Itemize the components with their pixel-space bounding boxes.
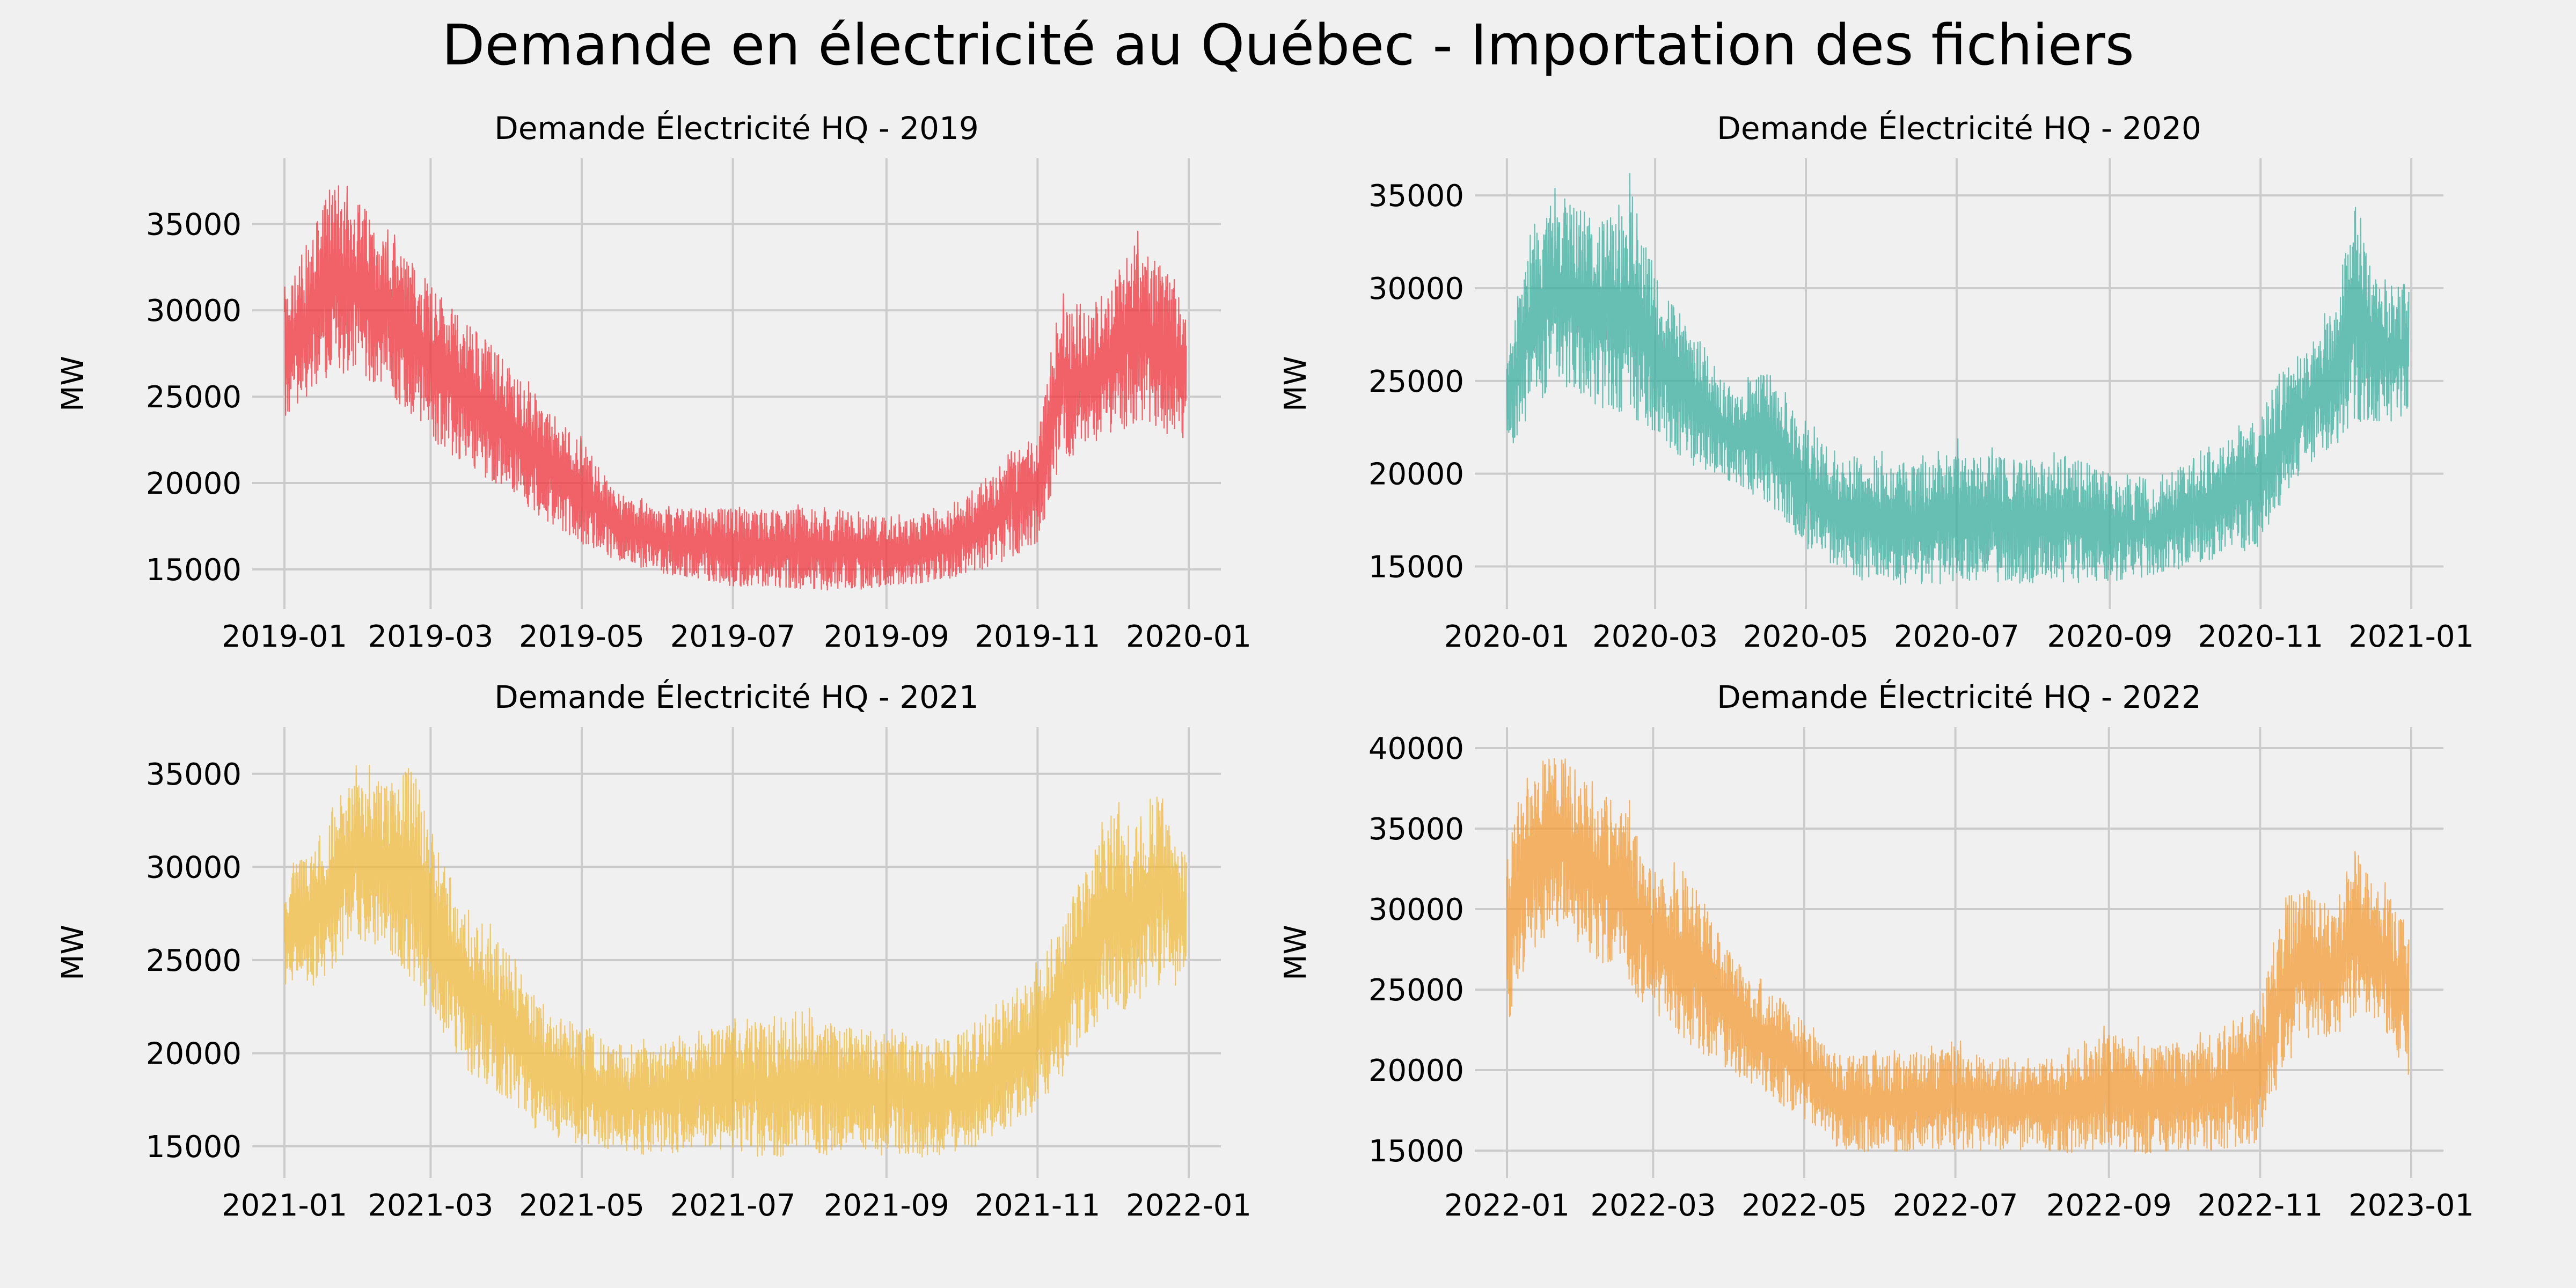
x-tick-label: 2020-07 (1894, 619, 2019, 654)
chart-panel-2: 2020-01 2020-03 2020-05 2020-07 2020-09 2020-… (1278, 109, 2474, 654)
x-tick-label: 2021-09 (824, 1188, 949, 1223)
series-line (283, 765, 1187, 1158)
series-line (1506, 758, 2410, 1154)
x-tick-label: 2022-03 (1590, 1188, 1716, 1223)
chart-title: Demande Électricité HQ - 2019 (494, 109, 979, 147)
y-tick-label: 30000 (1368, 892, 1464, 927)
x-tick-label: 2020-03 (1592, 619, 1718, 654)
y-axis-label: MW (56, 925, 91, 980)
y-tick-label: 30000 (146, 294, 241, 328)
x-tick-label: 2019-07 (670, 619, 796, 654)
x-tick-label: 2021-07 (670, 1188, 796, 1223)
series-line (1506, 173, 2410, 585)
y-tick-label: 40000 (1368, 731, 1464, 766)
figure-title: Demande en électricité au Québec - Impor… (442, 12, 2134, 78)
y-tick-label: 35000 (1368, 179, 1464, 214)
series-line (283, 185, 1187, 591)
x-tick-label: 2020-01 (1444, 619, 1570, 654)
y-tick-label: 35000 (146, 207, 241, 242)
x-tick-label: 2021-01 (2348, 619, 2474, 654)
y-tick-label: 15000 (1368, 1134, 1464, 1169)
x-tick-label: 2020-01 (1126, 619, 1252, 654)
x-tick-label: 2021-03 (368, 1188, 493, 1223)
chart-panel-3: 2021-01 2021-03 2021-05 2021-07 2021-09 2021-… (56, 678, 1252, 1223)
y-tick-label: 15000 (146, 553, 241, 588)
y-tick-label: 15000 (1368, 550, 1464, 584)
x-tick-label: 2022-05 (1741, 1188, 1867, 1223)
x-tick-label: 2021-11 (975, 1188, 1100, 1223)
x-tick-label: 2019-05 (519, 619, 645, 654)
y-tick-label: 20000 (1368, 1053, 1464, 1088)
x-tick-label: 2023-01 (2348, 1188, 2474, 1223)
x-tick-label: 2022-11 (2197, 1188, 2323, 1223)
x-tick-label: 2020-09 (2047, 619, 2172, 654)
x-tick-label: 2022-01 (1126, 1188, 1252, 1223)
x-tick-label: 2019-03 (368, 619, 493, 654)
chart-panel-1: 2019-01 2019-03 2019-05 2019-07 2019-09 2019-… (56, 109, 1252, 654)
x-tick-label: 2019-11 (975, 619, 1100, 654)
y-tick-label: 30000 (1368, 272, 1464, 306)
chart-title: Demande Électricité HQ - 2020 (1717, 109, 2201, 147)
y-tick-label: 35000 (1368, 812, 1464, 847)
y-tick-label: 25000 (146, 943, 241, 978)
y-tick-label: 35000 (146, 757, 241, 792)
y-tick-label: 30000 (146, 850, 241, 885)
x-tick-label: 2020-11 (2198, 619, 2323, 654)
y-tick-label: 20000 (1368, 457, 1464, 492)
chart-panel-4: 2022-01 2022-03 2022-05 2022-07 2022-09 2022-… (1278, 678, 2474, 1223)
y-axis-label: MW (56, 356, 91, 412)
x-tick-label: 2019-09 (824, 619, 949, 654)
x-tick-label: 2020-05 (1743, 619, 1869, 654)
y-tick-label: 15000 (146, 1130, 241, 1165)
y-tick-label: 20000 (146, 1036, 241, 1071)
chart-title: Demande Électricité HQ - 2022 (1717, 678, 2201, 715)
y-axis-label: MW (1278, 925, 1313, 980)
y-axis-label: MW (1278, 356, 1313, 412)
y-tick-label: 20000 (146, 466, 241, 501)
x-tick-label: 2022-01 (1444, 1188, 1570, 1223)
x-tick-label: 2021-05 (519, 1188, 645, 1223)
y-tick-label: 25000 (146, 380, 241, 415)
y-tick-label: 25000 (1368, 364, 1464, 399)
chart-title: Demande Électricité HQ - 2021 (494, 678, 979, 715)
x-tick-label: 2021-01 (222, 1188, 347, 1223)
y-tick-label: 25000 (1368, 973, 1464, 1008)
x-tick-label: 2022-09 (2046, 1188, 2172, 1223)
x-tick-label: 2019-01 (222, 619, 347, 654)
x-tick-label: 2022-07 (1893, 1188, 2018, 1223)
